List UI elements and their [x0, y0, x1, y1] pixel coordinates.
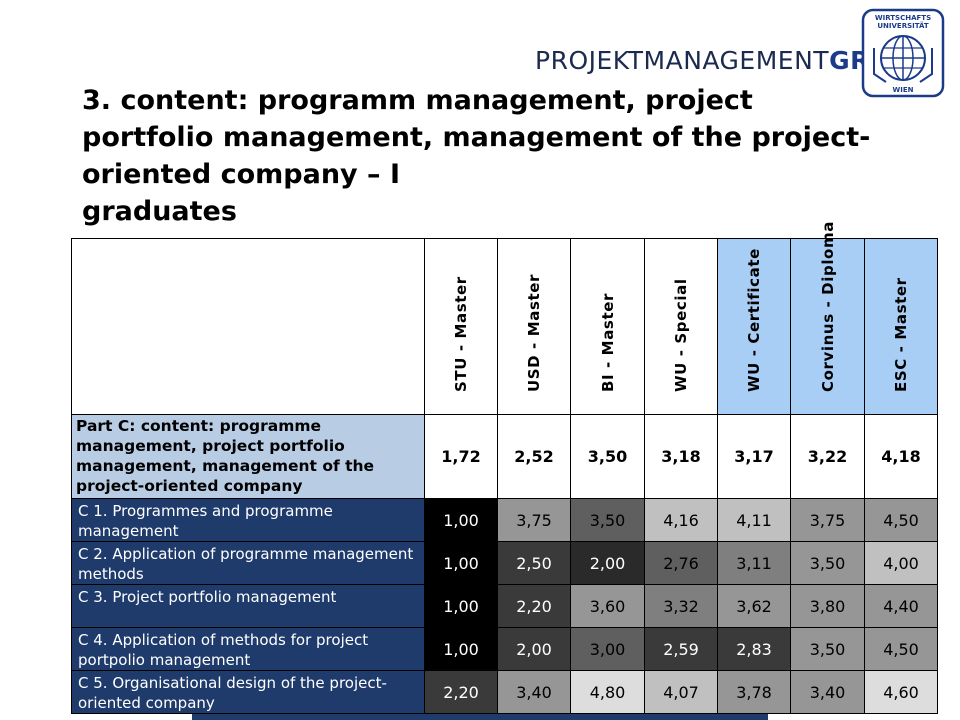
- score-cell: 3,00: [570, 627, 645, 671]
- score-cell: 3,50: [570, 498, 645, 542]
- column-header-label: BI - Master: [598, 292, 617, 392]
- part-value: 2,52: [497, 414, 571, 499]
- score-cell: 2,76: [644, 541, 718, 585]
- column-header: USD - Master: [497, 238, 571, 415]
- column-header-label: STU - Master: [452, 276, 470, 392]
- column-header: Corvinus - Diploma: [790, 221, 865, 415]
- table-corner-cell: [71, 238, 425, 415]
- brand-light-text: PROJEKTMANAGEMENT: [535, 46, 830, 75]
- title-line-1: 3. content: programm management, project: [82, 85, 753, 116]
- slide-title: 3. content: programm management, project…: [82, 82, 927, 230]
- globe-seal-icon: WIRTSCHAFTS UNIVERSITÄT WIEN: [861, 8, 945, 98]
- column-header: WU - Special: [644, 238, 718, 415]
- column-header-label: WU - Special: [672, 278, 690, 392]
- column-header-label: Corvinus - Diploma: [818, 221, 837, 392]
- row-label: C 5. Organisational design of the projec…: [71, 670, 425, 714]
- score-cell: 3,80: [790, 584, 865, 628]
- score-cell: 3,50: [790, 627, 865, 671]
- table-row: C 4. Application of methods for project …: [71, 627, 938, 671]
- column-header: ESC - Master: [864, 238, 938, 415]
- score-cell: 3,75: [790, 498, 865, 542]
- column-header: BI - Master: [570, 238, 645, 415]
- score-cell: 2,50: [497, 541, 571, 585]
- score-cell: 2,00: [570, 541, 645, 585]
- score-cell: 2,20: [424, 670, 498, 714]
- column-header-label: WU - Certificate: [745, 248, 763, 392]
- score-cell: 3,40: [497, 670, 571, 714]
- score-cell: 3,75: [497, 498, 571, 542]
- score-cell: 4,16: [644, 498, 718, 542]
- university-seal-logo: WIRTSCHAFTS UNIVERSITÄT WIEN: [858, 8, 948, 98]
- score-cell: 2,00: [497, 627, 571, 671]
- part-label: Part C: content: programme management, p…: [71, 414, 425, 499]
- part-value: 3,50: [570, 414, 645, 499]
- score-cell: 3,40: [790, 670, 865, 714]
- part-value: 3,17: [717, 414, 791, 499]
- title-line-3: oriented company – I: [82, 159, 401, 190]
- table-row: C 3. Project portfolio management 1,00 2…: [71, 584, 938, 628]
- column-header-label: USD - Master: [525, 273, 543, 392]
- results-table: STU - Master USD - Master BI - Master WU…: [71, 221, 938, 714]
- part-summary-row: Part C: content: programme management, p…: [71, 414, 938, 499]
- score-cell: 3,62: [717, 584, 791, 628]
- table-row: C 2. Application of programme management…: [71, 541, 938, 585]
- part-value: 4,18: [864, 414, 938, 499]
- row-label: C 1. Programmes and programme management: [71, 498, 425, 542]
- score-cell: 3,50: [790, 541, 865, 585]
- column-header-label: ESC - Master: [892, 277, 910, 392]
- svg-text:WIEN: WIEN: [893, 86, 914, 94]
- part-value: 1,72: [424, 414, 498, 499]
- score-cell: 2,59: [644, 627, 718, 671]
- score-cell: 2,83: [717, 627, 791, 671]
- part-value: 3,18: [644, 414, 718, 499]
- score-cell: 3,78: [717, 670, 791, 714]
- score-cell: 4,60: [864, 670, 938, 714]
- score-cell: 4,50: [864, 627, 938, 671]
- svg-text:WIRTSCHAFTS: WIRTSCHAFTS: [875, 14, 931, 22]
- score-cell: 1,00: [424, 541, 498, 585]
- score-cell: 1,00: [424, 584, 498, 628]
- table-row: C 1. Programmes and programme management…: [71, 498, 938, 542]
- svg-text:UNIVERSITÄT: UNIVERSITÄT: [877, 21, 928, 30]
- score-cell: 3,11: [717, 541, 791, 585]
- title-line-4: graduates: [82, 196, 237, 227]
- table-header-row: STU - Master USD - Master BI - Master WU…: [71, 221, 938, 415]
- score-cell: 4,00: [864, 541, 938, 585]
- score-cell: 4,80: [570, 670, 645, 714]
- score-cell: 3,60: [570, 584, 645, 628]
- score-cell: 2,20: [497, 584, 571, 628]
- score-cell: 4,07: [644, 670, 718, 714]
- score-cell: 1,00: [424, 627, 498, 671]
- table-row: C 5. Organisational design of the projec…: [71, 670, 938, 714]
- row-label: C 3. Project portfolio management: [71, 584, 425, 628]
- score-cell: 4,11: [717, 498, 791, 542]
- column-header: WU - Certificate: [717, 238, 791, 415]
- row-label: C 4. Application of methods for project …: [71, 627, 425, 671]
- score-cell: 4,50: [864, 498, 938, 542]
- score-cell: 3,32: [644, 584, 718, 628]
- score-cell: 1,00: [424, 498, 498, 542]
- score-cell: 4,40: [864, 584, 938, 628]
- row-label: C 2. Application of programme management…: [71, 541, 425, 585]
- column-header: STU - Master: [424, 238, 498, 415]
- part-value: 3,22: [790, 414, 865, 499]
- title-line-2: portfolio management, management of the …: [82, 122, 871, 153]
